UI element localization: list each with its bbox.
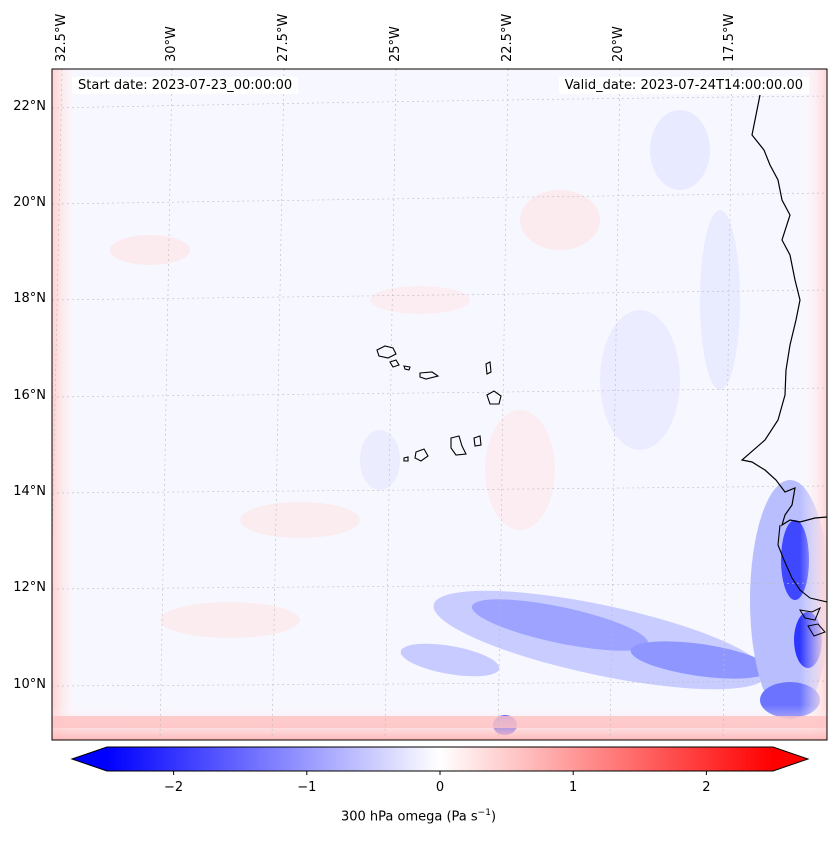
lat-label-10N: 10°N [13, 677, 46, 692]
colorbar-tick-label: −1 [297, 780, 317, 795]
lat-label-14N: 14°N [13, 484, 46, 499]
colorbar-extend-min [72, 747, 107, 771]
lat-label-18N: 18°N [13, 291, 46, 306]
start-date-label: Start date: 2023-07-23_00:00:00 [72, 77, 299, 94]
colorbar [70, 746, 810, 775]
colorbar-tick-label: 2 [702, 780, 711, 795]
lon-label-25W: 25°W [388, 26, 403, 62]
colorbar-tick-label: 0 [435, 780, 445, 795]
colorbar-tick-label: 1 [569, 780, 578, 795]
africa-coastline [740, 94, 827, 527]
colorbar-label-close: ) [490, 809, 497, 825]
valid-date-label: Valid_date: 2023-07-24T14:00:00.00 [558, 77, 809, 94]
colorbar-label-text: 300 hPa omega (Pa s [340, 809, 478, 825]
colorbar-gradient [107, 747, 773, 771]
lon-label-22.5W: 22.5°W [500, 13, 515, 62]
lat-label-20N: 20°N [13, 195, 46, 210]
omega-field [52, 69, 827, 740]
lon-label-17.5W: 17.5°W [722, 13, 737, 62]
lon-label-20W: 20°W [611, 26, 626, 62]
lat-label-22N: 22°N [13, 99, 46, 114]
graticule [52, 69, 827, 740]
lon-label-27.5W: 27.5°W [276, 13, 291, 62]
lat-label-12N: 12°N [13, 580, 46, 595]
lat-label-16N: 16°N [13, 388, 46, 403]
colorbar-label-exponent: −1 [477, 808, 491, 818]
colorbar-tick-label: −2 [164, 780, 184, 795]
cape-verde-islands [376, 345, 502, 462]
lon-label-30W: 30°W [164, 26, 179, 62]
colorbar-label: 300 hPa omega (Pa s−1) [0, 808, 837, 824]
map-frame [51, 68, 828, 741]
colorbar-extend-max [773, 747, 808, 771]
lon-label-32.5W: 32.5°W [54, 13, 69, 62]
